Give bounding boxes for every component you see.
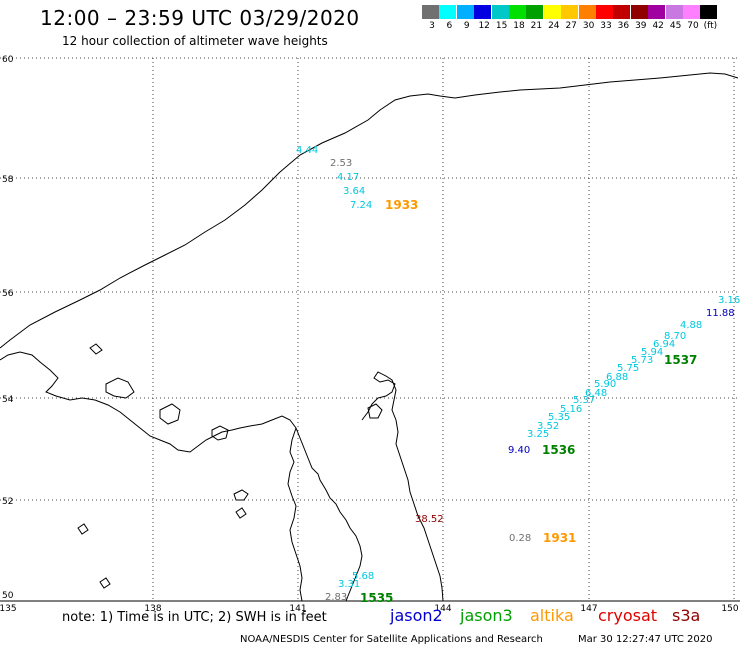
legend-label: 36 bbox=[617, 21, 630, 31]
credit-text: NOAA/NESDIS Center for Satellite Applica… bbox=[240, 634, 543, 645]
wave-height-value: 5.94 bbox=[641, 347, 663, 358]
wave-height-value: 6.48 bbox=[585, 388, 607, 399]
legend-label: 15 bbox=[495, 21, 508, 31]
legend-swatch bbox=[596, 5, 613, 19]
lon-label: 138 bbox=[144, 604, 161, 614]
legend-label: 42 bbox=[652, 21, 664, 31]
wave-height-value: 4.17 bbox=[337, 172, 359, 183]
satellite-jason3: jason3 bbox=[460, 606, 513, 625]
legend-swatch bbox=[665, 5, 683, 19]
lon-label: 141 bbox=[289, 604, 306, 614]
legend-swatch bbox=[474, 5, 492, 19]
wave-height-value: 5.35 bbox=[548, 412, 570, 423]
pass-time-label: 1535 bbox=[360, 591, 393, 605]
wave-height-value: 5.75 bbox=[617, 363, 639, 374]
legend-label: 24 bbox=[548, 21, 560, 31]
legend-swatch bbox=[700, 5, 718, 19]
legend-swatch bbox=[683, 5, 700, 19]
legend-label: 6 bbox=[446, 21, 453, 31]
legend-label: (ft) bbox=[703, 21, 718, 31]
legend-label: 30 bbox=[582, 21, 595, 31]
lat-lon-grid bbox=[0, 57, 740, 601]
wave-height-value: 11.88 bbox=[706, 308, 735, 319]
wave-height-value: 5.73 bbox=[631, 355, 653, 366]
lat-label: 52 bbox=[2, 497, 13, 507]
wave-height-value: 3.16 bbox=[718, 295, 740, 306]
legend-label: 27 bbox=[565, 21, 577, 31]
lon-label: 147 bbox=[580, 604, 597, 614]
wave-height-value: 9.40 bbox=[508, 445, 530, 456]
wave-height-value: 5.90 bbox=[594, 379, 616, 390]
coastline bbox=[0, 72, 739, 602]
legend-label: 12 bbox=[478, 21, 490, 31]
legend-swatch bbox=[509, 5, 526, 19]
wave-height-value: 5.37 bbox=[573, 395, 595, 406]
legend-swatch bbox=[456, 5, 474, 19]
legend-label: 9 bbox=[463, 21, 470, 31]
pass-time-label: 1933 bbox=[385, 198, 418, 212]
legend-label: 3 bbox=[429, 21, 435, 31]
lon-label: 150 bbox=[721, 604, 738, 614]
legend-swatch bbox=[543, 5, 561, 19]
wave-height-value: 0.28 bbox=[509, 533, 531, 544]
note-text: note: 1) Time is in UTC; 2) SWH is in fe… bbox=[62, 610, 327, 625]
wave-height-value: 3.31 bbox=[338, 579, 360, 590]
legend-swatch bbox=[422, 5, 439, 19]
legend-label: 70 bbox=[687, 21, 699, 31]
timestamp-text: Mar 30 12:27:47 UTC 2020 bbox=[578, 634, 713, 645]
legend-swatch bbox=[648, 5, 666, 19]
legend-swatch bbox=[491, 5, 509, 19]
lat-label: 56 bbox=[2, 289, 14, 299]
map-subtitle: 12 hour collection of altimeter wave hei… bbox=[62, 34, 328, 48]
legend-swatch bbox=[630, 5, 648, 19]
wave-height-value: 4.88 bbox=[680, 320, 702, 331]
legend-label: 18 bbox=[513, 21, 525, 31]
wave-height-value: 3.25 bbox=[527, 429, 549, 440]
wave-height-value: 2.83 bbox=[325, 592, 347, 603]
wave-height-value: 3.64 bbox=[343, 186, 365, 197]
wave-height-value: 3.52 bbox=[537, 421, 559, 432]
legend-label: 21 bbox=[530, 21, 543, 31]
satellite-jason2: jason2 bbox=[390, 606, 443, 625]
wave-height-value: 5.68 bbox=[352, 571, 374, 582]
wave-height-value: 6.88 bbox=[606, 372, 628, 383]
legend-swatch bbox=[613, 5, 631, 19]
map-title: 12:00 – 23:59 UTC 03/29/2020 bbox=[40, 6, 360, 30]
legend-swatch bbox=[561, 5, 579, 19]
wave-height-value: 2.53 bbox=[330, 158, 352, 169]
wave-height-value: 5.16 bbox=[560, 404, 582, 415]
pass-time-label: 1931 bbox=[543, 531, 576, 545]
lat-label: 58 bbox=[2, 175, 14, 185]
satellite-altika: altika bbox=[530, 606, 574, 625]
legend-swatch bbox=[439, 5, 457, 19]
pass-time-label: 1537 bbox=[664, 353, 697, 367]
legend-swatch bbox=[578, 5, 596, 19]
legend-label: 33 bbox=[600, 21, 612, 31]
lat-label: 50 bbox=[2, 591, 14, 601]
lat-label: 60 bbox=[2, 55, 14, 65]
wave-height-value: 6.94 bbox=[653, 339, 675, 350]
wave-height-value: 8.70 bbox=[664, 331, 686, 342]
satellite-cryosat: cryosat bbox=[598, 606, 658, 625]
lon-label: 135 bbox=[0, 604, 17, 614]
wave-height-value: 7.24 bbox=[350, 200, 372, 211]
pass-time-label: 1536 bbox=[542, 443, 575, 457]
wave-height-value: 4.44 bbox=[296, 145, 318, 156]
legend-swatch bbox=[526, 5, 544, 19]
legend-label: 39 bbox=[635, 21, 647, 31]
legend-label: 45 bbox=[669, 21, 682, 31]
wave-height-value: 38.52 bbox=[415, 514, 444, 525]
satellite-s3a: s3a bbox=[672, 606, 701, 625]
lat-label: 54 bbox=[2, 395, 14, 405]
lon-label: 144 bbox=[434, 604, 451, 614]
